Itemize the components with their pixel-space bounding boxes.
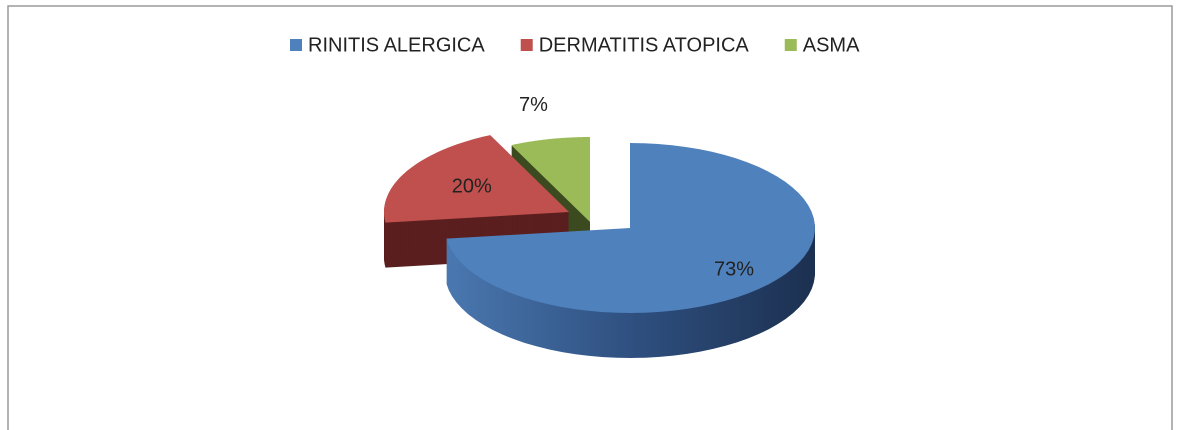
- legend-swatch: [784, 39, 797, 51]
- data-label: 20%: [452, 176, 492, 198]
- legend-swatch: [290, 39, 302, 51]
- pie: 73% 20% 7%: [384, 94, 815, 358]
- legend-label: DERMATITIS ATOPICA: [539, 34, 750, 56]
- data-label: 7%: [519, 94, 548, 116]
- legend-label: RINITIS ALERGICA: [308, 34, 485, 56]
- legend-swatch: [520, 39, 533, 51]
- legend: RINITIS ALERGICA DERMATITIS ATOPICA ASMA: [290, 34, 860, 56]
- slice-top: [384, 135, 569, 223]
- pie-slice: [446, 143, 815, 358]
- chart-frame: [7, 5, 1173, 430]
- legend-label: ASMA: [803, 34, 860, 56]
- data-label: 73%: [714, 258, 754, 280]
- slice-top: [511, 137, 590, 222]
- slice-top: [446, 143, 815, 313]
